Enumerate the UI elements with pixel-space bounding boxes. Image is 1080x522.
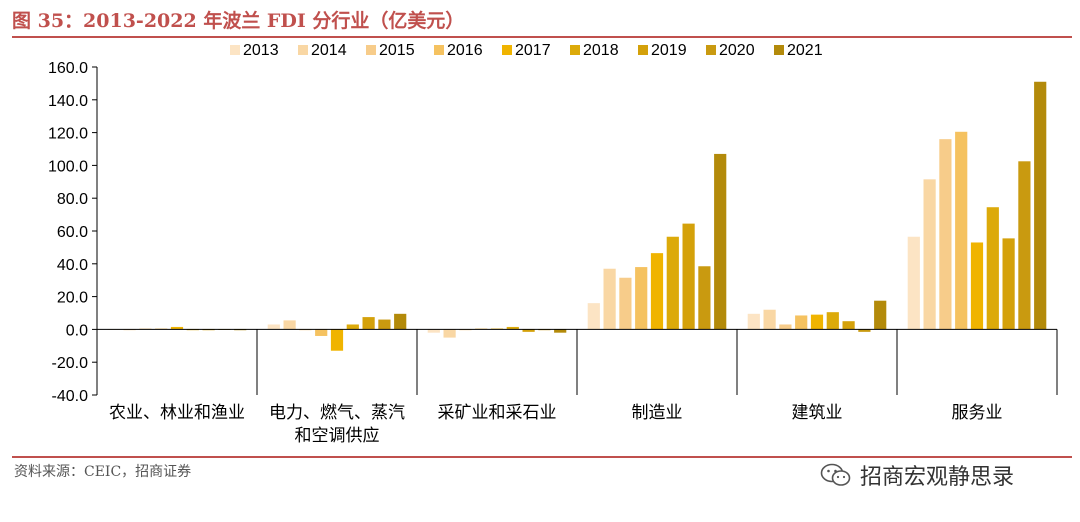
legend-label: 2013 xyxy=(243,42,279,59)
legend-swatch xyxy=(366,45,376,55)
y-tick-label: 160.0 xyxy=(48,60,88,77)
legend-label: 2017 xyxy=(515,42,551,59)
y-tick-label: 0.0 xyxy=(66,322,88,339)
bar-2020-cat-3 xyxy=(698,266,711,330)
legend-label: 2016 xyxy=(447,42,483,59)
y-tick-label: 20.0 xyxy=(57,290,88,307)
bar-2020-cat-5 xyxy=(1018,161,1031,330)
bar-2018-cat-1 xyxy=(346,324,359,330)
y-tick-label: 40.0 xyxy=(57,257,88,274)
bar-2021-cat-2 xyxy=(554,329,567,333)
bar-2018-cat-4 xyxy=(826,312,839,330)
bar-2021-cat-1 xyxy=(394,313,407,330)
bar-2015-cat-5 xyxy=(939,139,952,330)
y-tick-label: 140.0 xyxy=(48,93,88,110)
bar-2021-cat-4 xyxy=(874,300,887,330)
x-category-label: 农业、林业和渔业 xyxy=(109,403,245,423)
y-tick-label: 120.0 xyxy=(48,126,88,143)
source-note: 资料来源：CEIC，招商证券 xyxy=(14,464,192,480)
watermark: 招商宏观静思录 xyxy=(820,458,1014,492)
legend-label: 2014 xyxy=(311,42,347,59)
bar-2019-cat-3 xyxy=(682,223,695,330)
bar-2019-cat-4 xyxy=(842,321,855,330)
bar-2020-cat-4 xyxy=(858,329,871,332)
legend-label: 2021 xyxy=(787,42,823,59)
y-tick-label: 100.0 xyxy=(48,158,88,175)
y-tick-label: -40.0 xyxy=(52,388,89,405)
x-category-label: 建筑业 xyxy=(792,403,843,423)
chart-legend: 2013 2014 2015 2016 2017 2018 2019 2020 2021 xyxy=(230,42,823,59)
bar-2016-cat-3 xyxy=(635,267,648,330)
bar-2016-cat-1 xyxy=(315,329,328,336)
bar-2016-cat-4 xyxy=(795,315,808,330)
bar-2013-cat-2 xyxy=(427,329,440,333)
bar-2021-cat-3 xyxy=(714,153,727,330)
bar-2016-cat-5 xyxy=(955,131,968,330)
x-category-label: 电力、燃气、蒸汽 xyxy=(269,403,405,423)
bar-2015-cat-4 xyxy=(779,324,792,330)
legend-swatch xyxy=(298,45,308,55)
bar-2013-cat-1 xyxy=(267,324,280,330)
bar-2018-cat-3 xyxy=(666,236,679,330)
legend-swatch xyxy=(638,45,648,55)
figure-header: 图 35：2013-2022 年波兰 FDI 分行业（亿美元） xyxy=(12,2,1072,38)
bar-2019-cat-5 xyxy=(1002,238,1015,330)
legend-label: 2020 xyxy=(719,42,755,59)
bar-series-group xyxy=(107,81,1047,351)
y-axis: 160.0 140.0 120.0 100.0 80.0 60.0 40.0 20.0 0.0 -… xyxy=(48,60,98,405)
y-tick-label: 80.0 xyxy=(57,191,88,208)
legend-label: 2015 xyxy=(379,42,415,59)
bar-2017-cat-4 xyxy=(810,314,824,330)
x-category-label: 制造业 xyxy=(632,403,683,423)
bar-2018-cat-2 xyxy=(506,326,519,330)
bar-2014-cat-4 xyxy=(763,309,776,330)
bar-2013-cat-3 xyxy=(587,303,600,330)
bar-2013-cat-5 xyxy=(907,236,920,330)
bar-2017-cat-1 xyxy=(330,329,344,351)
watermark-text: 招商宏观静思录 xyxy=(860,465,1015,490)
bar-2014-cat-1 xyxy=(283,320,296,330)
bar-2017-cat-5 xyxy=(970,242,984,330)
legend-swatch xyxy=(570,45,580,55)
x-category-label: 服务业 xyxy=(952,403,1003,423)
legend-swatch xyxy=(774,45,784,55)
legend-label: 2019 xyxy=(651,42,687,59)
y-tick-label: 60.0 xyxy=(57,224,88,241)
legend-swatch xyxy=(706,45,716,55)
bar-2017-cat-0 xyxy=(170,326,184,330)
legend-swatch xyxy=(434,45,444,55)
bar-2014-cat-3 xyxy=(603,268,616,330)
y-tick-label: -20.0 xyxy=(52,355,89,372)
bar-2013-cat-4 xyxy=(747,313,760,330)
bar-2017-cat-3 xyxy=(650,253,664,330)
legend-label: 2018 xyxy=(583,42,619,59)
figure-title: 图 35：2013-2022 年波兰 FDI 分行业（亿美元） xyxy=(12,10,465,32)
legend-swatch xyxy=(230,45,240,55)
bar-2020-cat-1 xyxy=(378,319,391,330)
bar-2014-cat-2 xyxy=(443,329,456,338)
x-category-label: 和空调供应 xyxy=(295,426,380,446)
bar-2019-cat-1 xyxy=(362,317,375,330)
bar-2018-cat-5 xyxy=(986,207,999,330)
bar-2019-cat-2 xyxy=(522,329,535,332)
fdi-bar-chart: 2013 2014 2015 2016 2017 2018 2019 2020 2021 160… xyxy=(48,42,1058,446)
bar-2021-cat-5 xyxy=(1034,81,1047,330)
legend-swatch xyxy=(502,45,512,55)
x-category-label: 采矿业和采石业 xyxy=(438,403,557,423)
bar-2015-cat-3 xyxy=(619,277,632,330)
footer-divider xyxy=(12,456,1072,458)
wechat-icon xyxy=(820,463,851,486)
bar-2014-cat-5 xyxy=(923,179,936,330)
